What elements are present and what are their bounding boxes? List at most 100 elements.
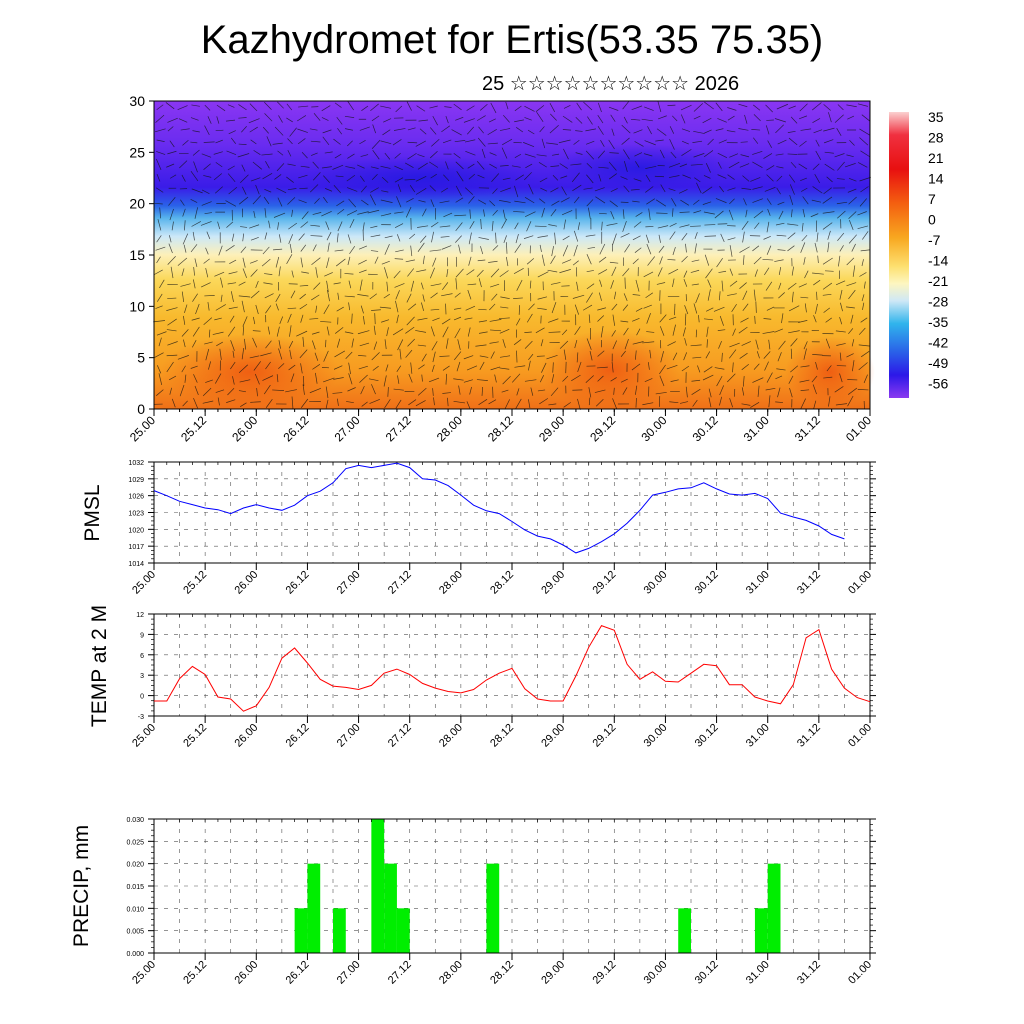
wind-vector	[310, 235, 323, 237]
wind-vector	[745, 209, 748, 218]
wind-vector	[468, 256, 472, 266]
wind-vector	[837, 161, 845, 171]
wind-vector	[707, 279, 712, 288]
wind-vector	[386, 281, 389, 292]
wind-vector	[817, 255, 819, 264]
wind-vector	[550, 255, 556, 264]
wind-vector	[463, 355, 474, 360]
wind-vector	[429, 150, 438, 159]
wind-vector	[800, 398, 806, 410]
colorbar-label: -56	[928, 376, 948, 392]
colorbar-label: 0	[928, 212, 936, 228]
wind-vector	[415, 140, 426, 147]
wind-vector	[194, 385, 199, 395]
wind-vector	[183, 339, 186, 348]
x-tick-label: 30.12	[690, 413, 721, 444]
wind-vector	[217, 221, 221, 230]
wind-vector	[337, 127, 343, 135]
x-tick-label: 31.12	[795, 722, 823, 750]
wind-vector	[337, 221, 343, 232]
wind-vector	[572, 294, 585, 299]
wind-vector	[300, 398, 309, 408]
wind-vector	[755, 301, 757, 313]
wind-vector	[464, 317, 473, 320]
wind-vector	[741, 187, 752, 190]
wind-vector	[669, 223, 677, 227]
wind-vector	[648, 208, 651, 220]
wind-vector	[643, 153, 653, 157]
wind-vector	[313, 113, 321, 121]
wind-vector	[182, 400, 188, 407]
wind-vector	[277, 101, 284, 109]
wind-vector	[559, 340, 569, 349]
wind-vector	[153, 269, 163, 276]
pressure-y-label: PMSL	[81, 484, 104, 541]
wind-vector	[404, 178, 416, 181]
precip-bar	[333, 908, 346, 953]
wind-vector	[823, 127, 835, 132]
wind-vector	[681, 365, 690, 372]
wind-vector	[715, 198, 727, 204]
wind-vector	[370, 225, 378, 229]
wind-vector	[478, 278, 482, 288]
wind-vector	[757, 385, 760, 397]
wind-vector	[839, 352, 842, 361]
wind-vector	[547, 269, 558, 273]
y-tick-label: 15	[129, 247, 145, 263]
wind-vector	[524, 196, 535, 204]
wind-vector	[623, 160, 628, 172]
wind-vector	[156, 256, 161, 264]
wind-vector	[788, 330, 800, 334]
wind-vector	[846, 257, 855, 266]
wind-vector	[405, 349, 413, 358]
wind-vector	[594, 187, 605, 192]
wind-vector	[612, 314, 616, 326]
wind-vector	[177, 105, 188, 110]
wind-vector	[753, 137, 759, 144]
wind-vector	[852, 360, 855, 372]
wind-vector	[237, 153, 250, 158]
wind-vector	[718, 291, 721, 301]
wind-vector	[156, 365, 162, 374]
wind-vector	[394, 258, 404, 260]
wind-vector	[440, 236, 450, 238]
wind-vector	[787, 130, 796, 133]
wind-vector	[608, 139, 615, 150]
wind-vector	[800, 177, 807, 182]
wind-vector	[825, 317, 832, 323]
wind-vector	[727, 237, 736, 241]
wind-vector	[200, 221, 212, 226]
wind-vector	[804, 303, 807, 313]
wind-vector	[478, 308, 487, 311]
wind-vector	[681, 149, 692, 157]
wind-vector	[458, 244, 461, 254]
wind-vector	[573, 244, 578, 257]
x-tick-label: 27.12	[383, 413, 414, 444]
wind-vector	[344, 331, 354, 334]
wind-vector	[691, 259, 700, 262]
wind-vector	[310, 224, 320, 227]
wind-vector	[287, 149, 292, 157]
wind-vector	[500, 165, 509, 167]
wind-vector	[466, 401, 471, 409]
wind-vector	[203, 258, 210, 264]
wind-vector	[344, 273, 354, 275]
wind-vector	[241, 126, 247, 133]
wind-vector	[417, 387, 427, 396]
wind-vector	[326, 257, 330, 269]
wind-vector	[726, 373, 736, 383]
wind-vector	[392, 328, 404, 336]
wind-vector	[498, 317, 510, 320]
wind-vector	[659, 256, 663, 265]
wind-vector	[422, 294, 425, 302]
wind-vector	[300, 244, 307, 252]
wind-vector	[238, 196, 249, 205]
wind-vector	[230, 340, 235, 351]
wind-vector	[417, 317, 428, 321]
wind-vector	[443, 212, 453, 218]
wind-vector	[706, 307, 714, 312]
wind-vector	[550, 165, 560, 168]
wind-vector	[694, 177, 701, 183]
wind-vector	[202, 387, 212, 397]
colorbar-label: 21	[928, 150, 944, 166]
